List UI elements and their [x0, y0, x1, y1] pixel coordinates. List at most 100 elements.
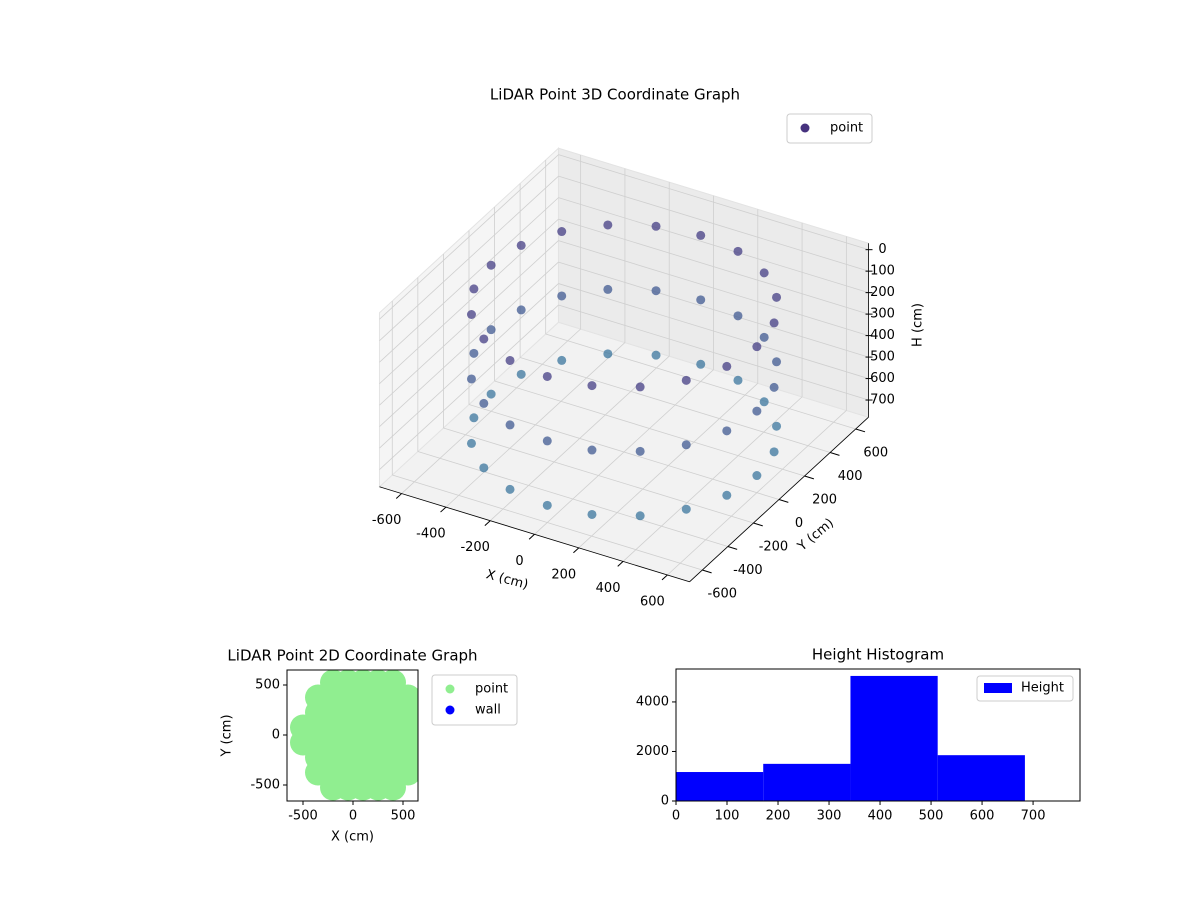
z-tick-label: 600: [870, 371, 895, 386]
z-tick-label: 200: [870, 285, 895, 300]
point: [466, 374, 476, 384]
bar: [850, 675, 938, 801]
point: [651, 221, 661, 231]
x-tick-label: 700: [1021, 809, 1046, 824]
point: [769, 318, 779, 328]
y-tick-label: 0: [795, 516, 803, 531]
z-tick-label: 300: [870, 307, 895, 322]
x-tick-label: 0: [672, 809, 680, 824]
point: [772, 421, 782, 431]
x-tick-label: -600: [372, 513, 402, 528]
point: [759, 397, 769, 407]
y-tick: [778, 499, 789, 503]
point: [769, 447, 779, 457]
point: [469, 284, 479, 294]
point: [733, 375, 743, 385]
point: [542, 436, 552, 446]
point: [466, 310, 476, 320]
grid-line: [468, 404, 780, 500]
y-tick-label: -400: [733, 563, 763, 578]
x-tick-label: 200: [551, 567, 576, 582]
grid-line: [379, 154, 559, 320]
axes-frame: [286, 669, 419, 802]
point: [681, 504, 691, 514]
x-tick: [573, 547, 580, 554]
y-axis-label: Y (cm): [220, 714, 235, 757]
legend-label: Height: [1021, 681, 1064, 696]
x-tick-label: 500: [391, 809, 416, 824]
point: [651, 350, 661, 360]
point: [603, 349, 613, 359]
legend-marker: [984, 683, 1012, 693]
y-tick-label: 4000: [636, 694, 669, 709]
chart-title: LiDAR Point 3D Coordinate Graph: [490, 86, 740, 104]
point: [772, 292, 782, 302]
z-axis-label: H (cm): [911, 303, 926, 347]
grid-line: [558, 261, 869, 358]
legend-marker: [445, 705, 455, 715]
grid-line: [379, 283, 559, 449]
point: [479, 398, 489, 408]
grid-line: [379, 304, 559, 470]
x-tick: [395, 493, 402, 499]
point: [603, 284, 613, 294]
grid-line: [392, 474, 703, 571]
x-axis-label: X (cm): [331, 830, 374, 845]
point: [769, 382, 779, 392]
bar: [763, 763, 851, 801]
x-tick: [528, 533, 535, 540]
point: [516, 240, 526, 250]
legend-label: point: [830, 121, 863, 136]
x-tick-label: 600: [640, 594, 665, 609]
point: [505, 355, 515, 365]
point: [635, 511, 645, 521]
grid-line: [379, 197, 559, 363]
point: [587, 509, 597, 519]
point: [479, 334, 489, 344]
y-tick: [727, 546, 738, 550]
point: [395, 684, 418, 711]
x-tick-label: 400: [596, 581, 621, 596]
x-tick-label: 500: [919, 809, 944, 824]
grid-line: [545, 333, 856, 430]
x-tick-label: 0: [349, 809, 357, 824]
point: [557, 227, 567, 237]
grid-line: [520, 357, 831, 453]
point: [479, 463, 489, 473]
grid-line: [494, 380, 805, 477]
point: [542, 500, 552, 510]
point: [759, 332, 769, 342]
point: [557, 355, 567, 365]
point: [752, 406, 762, 416]
y-tick-label: 0: [661, 794, 669, 809]
x-tick-label: 600: [970, 809, 995, 824]
plot-area: [290, 670, 418, 801]
legend-label: wall: [475, 703, 501, 718]
x-tick: [440, 506, 447, 513]
chart-title: Height Histogram: [812, 646, 944, 664]
y-tick: [830, 452, 840, 456]
z-tick-label: 500: [870, 350, 895, 365]
point: [466, 438, 476, 448]
y-tick-label: 400: [838, 469, 863, 484]
point: [587, 381, 597, 391]
x-tick-label: -400: [416, 527, 446, 542]
x-tick-label: 300: [817, 809, 842, 824]
grid-line: [443, 427, 754, 524]
point: [733, 311, 743, 321]
y-tick-label: 200: [812, 492, 837, 507]
grid-line: [558, 283, 869, 379]
grid-line: [379, 261, 559, 427]
point: [651, 286, 661, 296]
grid-line: [558, 240, 869, 336]
point: [635, 446, 645, 456]
x-axis-label: X (cm): [484, 567, 529, 593]
point: [722, 426, 732, 436]
axes-frame: [675, 668, 1081, 802]
y-tick-label: -500: [250, 778, 280, 793]
point: [486, 260, 496, 270]
point: [752, 342, 762, 352]
z-tick-label: 400: [870, 328, 895, 343]
y-tick: [702, 569, 712, 574]
